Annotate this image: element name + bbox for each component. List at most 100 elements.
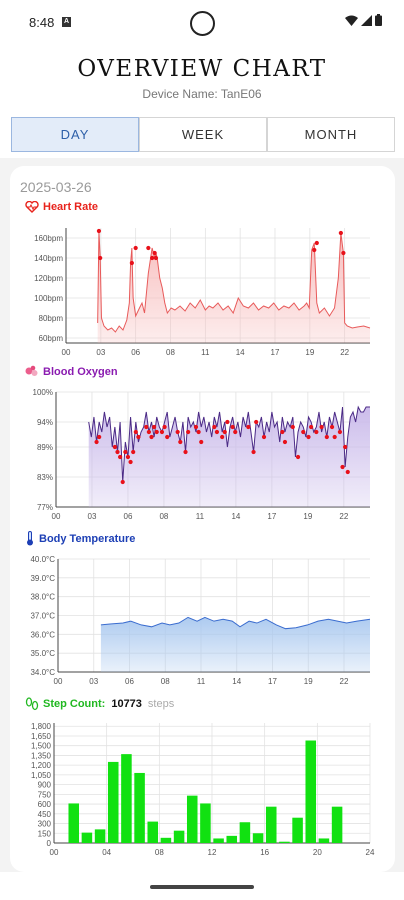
x-tick-label: 06 [125, 677, 134, 686]
data-point [340, 464, 345, 470]
data-point [149, 434, 154, 440]
y-tick-label: 89% [37, 443, 53, 452]
data-point [314, 240, 319, 246]
data-point [345, 469, 350, 475]
bar [160, 837, 172, 843]
y-tick-label: 100% [33, 388, 53, 397]
x-tick-label: 06 [124, 512, 133, 521]
x-tick-label: 04 [102, 848, 111, 857]
bar [318, 838, 330, 843]
bar [305, 740, 317, 843]
y-tick-label: 0 [47, 839, 52, 848]
x-tick-label: 08 [159, 512, 168, 521]
y-tick-label: 1,200 [31, 761, 52, 770]
bar [121, 754, 132, 843]
footprint-icon [25, 697, 39, 711]
bar [252, 833, 264, 843]
tab-week[interactable]: WEEK [139, 117, 267, 152]
data-point [193, 424, 199, 430]
data-point [214, 429, 220, 435]
x-tick-label: 19 [305, 348, 314, 357]
x-tick-label: 00 [52, 512, 61, 521]
data-point [254, 419, 259, 425]
bar [239, 822, 251, 843]
data-point [338, 230, 343, 236]
data-point [233, 429, 238, 435]
x-tick-label: 17 [271, 348, 280, 357]
header: OVERVIEW CHART Device Name: TanE06 [0, 48, 404, 110]
bar [68, 803, 80, 843]
step-count-value: 10773 [111, 698, 142, 710]
period-tabs: DAY WEEK MONTH [0, 110, 404, 158]
series-area [88, 407, 370, 507]
body-temperature-title: Body Temperature [25, 531, 135, 546]
data-point [319, 424, 324, 430]
x-tick-label: 08 [166, 348, 175, 357]
y-tick-label: 1,650 [31, 732, 52, 741]
x-tick-label: 14 [236, 348, 245, 357]
y-tick-label: 39.0°C [30, 574, 55, 583]
data-point [165, 434, 170, 440]
data-point [225, 419, 230, 425]
data-point [220, 434, 225, 440]
x-tick-label: 16 [260, 848, 269, 857]
body-temperature-label: Body Temperature [39, 532, 136, 545]
y-tick-label: 1,500 [31, 742, 52, 751]
blood-oxygen-chart: 00 03 06 08 11 14 17 19 22 77% 83% 89% 94% 100% [33, 388, 370, 521]
x-tick-label: 14 [232, 677, 241, 686]
series-line [100, 616, 371, 630]
data-point [341, 250, 346, 256]
y-tick-label: 140bpm [34, 254, 63, 263]
bar [331, 806, 343, 843]
series-line [97, 230, 371, 333]
x-tick-label: 12 [208, 848, 217, 857]
x-tick-label: 11 [197, 677, 206, 686]
blood-drop-icon [25, 365, 39, 378]
heart-rate-label: Heart Rate [43, 201, 99, 213]
x-tick-label: 03 [89, 677, 98, 686]
date-label: 2025-03-26 [20, 179, 92, 195]
data-point [230, 424, 235, 430]
data-point [98, 255, 103, 261]
data-point [112, 444, 117, 450]
y-tick-label: 750 [38, 790, 52, 799]
data-point [324, 434, 329, 440]
series-area [97, 231, 371, 343]
data-point [94, 439, 99, 445]
x-tick-label: 00 [54, 677, 63, 686]
heart-rate-title: Heart Rate [25, 201, 98, 213]
data-point [159, 429, 165, 435]
data-point [133, 429, 138, 435]
y-tick-label: 900 [38, 781, 52, 790]
bar [200, 803, 211, 843]
data-point [131, 449, 136, 455]
data-point [144, 424, 149, 430]
x-tick-label: 11 [201, 348, 210, 357]
data-point [150, 255, 155, 261]
series-line [88, 405, 370, 483]
data-point [261, 434, 267, 440]
y-tick-label: 37.0°C [30, 612, 55, 621]
heart-rate-chart: 00 03 06 08 11 14 17 19 22 60bpm 80bpm 100bpm 120bpm… [34, 228, 371, 357]
tab-month[interactable]: MONTH [267, 117, 395, 152]
status-time: 8:48 [29, 15, 55, 30]
y-tick-label: 36.0°C [30, 630, 55, 639]
thermometer-icon [25, 531, 35, 546]
y-tick-label: 34.0°C [30, 668, 55, 677]
blood-oxygen-label: Blood Oxygen [43, 365, 118, 378]
y-tick-label: 38.0°C [30, 593, 55, 602]
data-point [186, 429, 191, 435]
bar [279, 841, 290, 843]
overview-card: 2025-03-26 Heart Rate Blood Oxygen Body … [10, 166, 395, 872]
tab-day[interactable]: DAY [11, 117, 139, 152]
data-point [118, 454, 123, 460]
x-tick-label: 22 [340, 348, 349, 357]
data-point [246, 424, 251, 430]
step-count-chart: 00 04 08 12 16 20 2401503004506007509001,0501,… [31, 722, 375, 857]
y-tick-label: 94% [37, 418, 53, 427]
device-name-label: Device Name: TanE06 [142, 87, 262, 101]
data-point [115, 449, 120, 455]
data-point [153, 255, 159, 261]
data-point [162, 424, 167, 430]
home-gesture-handle[interactable] [150, 885, 254, 889]
